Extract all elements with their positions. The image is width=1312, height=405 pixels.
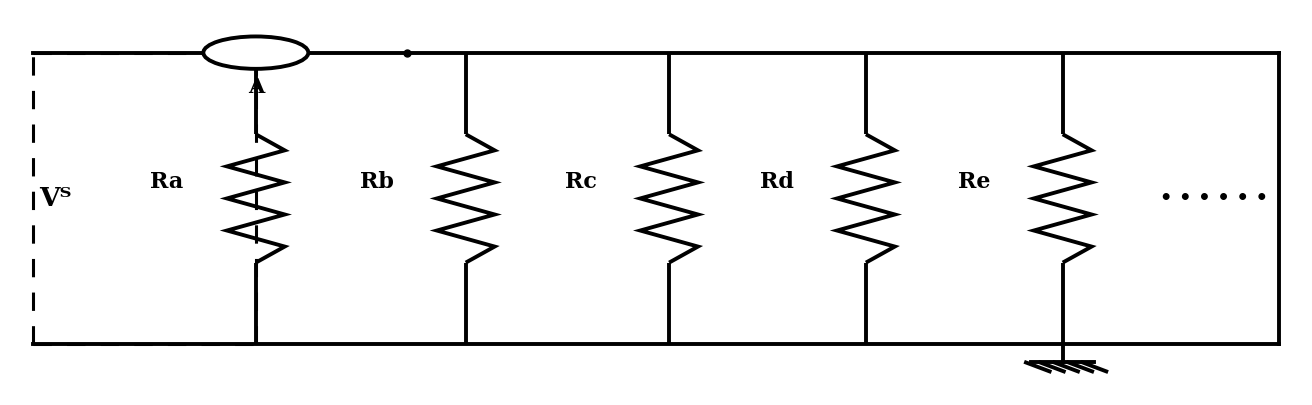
Text: Vᵀ: Vᵀ (39, 186, 72, 211)
Text: Rd: Rd (760, 171, 794, 193)
Text: • • • • • •: • • • • • • (1160, 190, 1267, 207)
Text: Ra: Ra (151, 171, 184, 193)
Text: Rb: Rb (359, 171, 394, 193)
Text: A: A (248, 77, 264, 97)
Text: Re: Re (958, 171, 991, 193)
Circle shape (203, 36, 308, 69)
Text: Rc: Rc (565, 171, 597, 193)
